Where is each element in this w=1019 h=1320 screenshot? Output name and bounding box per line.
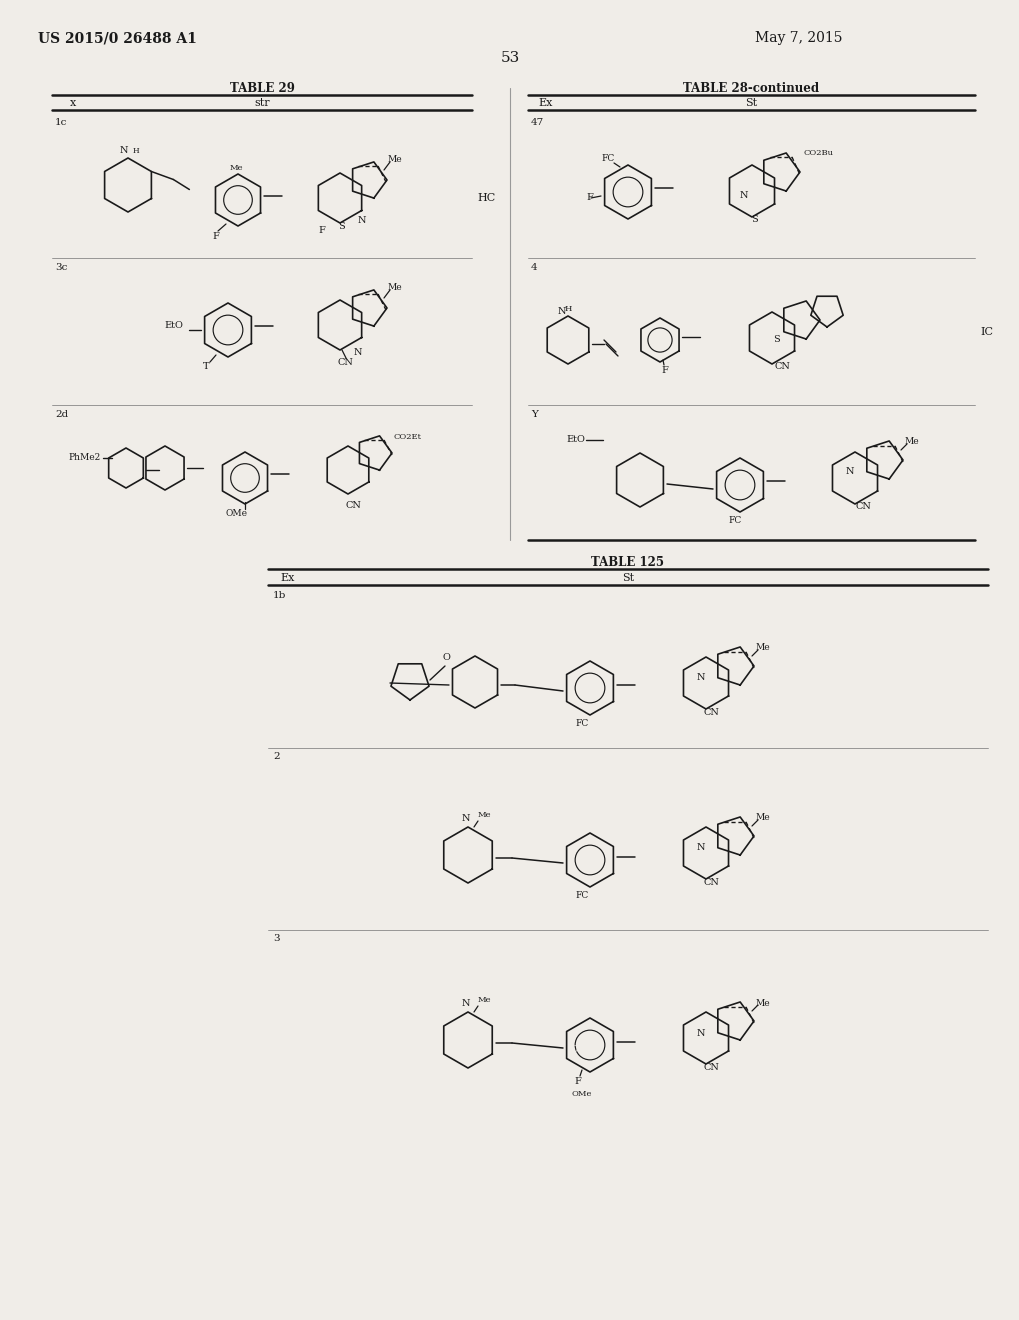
Text: F: F (318, 226, 325, 235)
Text: N: N (845, 467, 854, 477)
Text: CN: CN (702, 708, 718, 717)
Text: 53: 53 (500, 51, 519, 65)
Text: St: St (622, 573, 634, 583)
Text: OMe: OMe (572, 1090, 592, 1098)
Text: TABLE 28-continued: TABLE 28-continued (683, 82, 818, 95)
Text: N: N (696, 843, 704, 853)
Text: 2: 2 (273, 752, 279, 762)
Text: S: S (772, 335, 780, 345)
Text: CO2Et: CO2Et (393, 433, 422, 441)
Text: F: F (586, 194, 592, 202)
Text: S: S (751, 215, 758, 224)
Text: 4: 4 (531, 263, 537, 272)
Text: FC: FC (575, 719, 588, 729)
Text: N: N (557, 308, 566, 315)
Text: 47: 47 (531, 117, 544, 127)
Text: Me: Me (387, 156, 403, 165)
Text: N: N (354, 348, 362, 356)
Text: H: H (564, 305, 571, 313)
Text: Me: Me (478, 997, 491, 1005)
Text: PhMe2: PhMe2 (68, 454, 100, 462)
Text: Me: Me (755, 998, 770, 1007)
Text: Me: Me (229, 164, 244, 172)
Text: N: N (462, 814, 470, 822)
Text: EtO: EtO (164, 322, 182, 330)
Text: HC: HC (477, 193, 495, 203)
Text: str: str (254, 98, 270, 108)
Text: 3c: 3c (55, 263, 67, 272)
Text: US 2015/0 26488 A1: US 2015/0 26488 A1 (38, 30, 197, 45)
Text: Me: Me (755, 813, 770, 822)
Text: CN: CN (854, 502, 870, 511)
Text: N: N (696, 1028, 704, 1038)
Text: T: T (203, 362, 209, 371)
Text: TABLE 125: TABLE 125 (591, 556, 663, 569)
Text: 3: 3 (273, 935, 279, 942)
Text: Me: Me (904, 437, 919, 446)
Text: EtO: EtO (566, 436, 584, 445)
Text: OMe: OMe (226, 510, 248, 517)
Text: Ex: Ex (537, 98, 552, 108)
Text: TABLE 29: TABLE 29 (229, 82, 294, 95)
Text: CN: CN (773, 362, 789, 371)
Text: CO2Bu: CO2Bu (803, 149, 834, 157)
Text: x: x (70, 98, 76, 108)
Text: Me: Me (387, 284, 403, 293)
Text: CN: CN (336, 358, 353, 367)
Text: FC: FC (728, 516, 741, 525)
Text: Y: Y (531, 411, 537, 418)
Text: N: N (358, 216, 366, 224)
Text: F: F (574, 1077, 581, 1086)
Text: F: F (212, 232, 219, 242)
Text: FC: FC (575, 891, 588, 900)
Text: IC: IC (979, 327, 993, 337)
Text: May 7, 2015: May 7, 2015 (754, 30, 842, 45)
Text: N: N (739, 190, 748, 199)
Text: N: N (119, 147, 128, 154)
Text: N: N (696, 673, 704, 682)
Text: OMe: OMe (571, 1044, 592, 1053)
Text: St: St (744, 98, 756, 108)
Text: F: F (661, 366, 667, 375)
Text: Me: Me (478, 810, 491, 818)
Text: H: H (132, 147, 140, 154)
Text: 1c: 1c (55, 117, 67, 127)
Text: CN: CN (702, 1063, 718, 1072)
Text: 1b: 1b (273, 591, 286, 601)
Text: Me: Me (755, 644, 770, 652)
Text: 2d: 2d (55, 411, 68, 418)
Text: CN: CN (344, 502, 361, 510)
Text: S: S (338, 222, 345, 231)
Text: CN: CN (702, 878, 718, 887)
Text: FC: FC (601, 154, 614, 162)
Text: O: O (442, 653, 450, 663)
Text: N: N (462, 999, 470, 1008)
Text: Ex: Ex (280, 573, 294, 583)
